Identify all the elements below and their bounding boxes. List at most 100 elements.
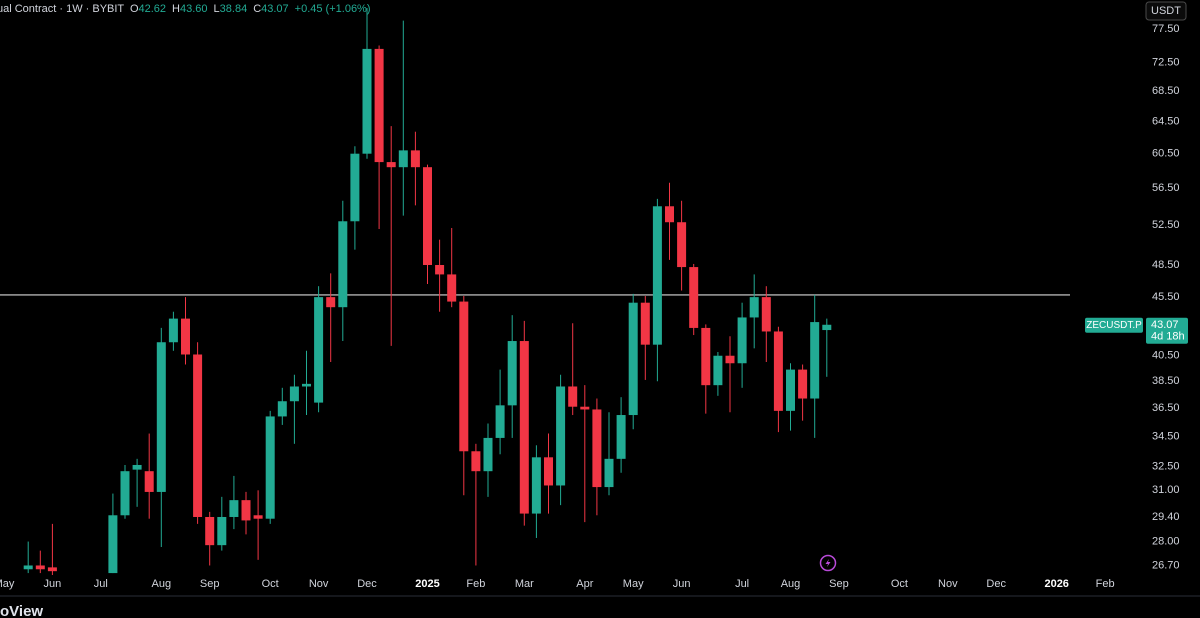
candle-body	[314, 297, 324, 403]
x-tick-label: May	[0, 578, 15, 590]
x-tick-label: Sep	[829, 578, 849, 590]
change: +0.45 (+1.06%)	[295, 3, 371, 15]
ohlc-key: C	[253, 3, 261, 15]
candle-body	[35, 565, 45, 570]
candle-body	[786, 369, 795, 411]
candle-body	[761, 297, 771, 332]
header-title: ual Contract · 1W · BYBIT	[0, 3, 124, 15]
x-tick-label: Oct	[262, 578, 279, 590]
x-tick-label: Feb	[466, 578, 485, 590]
candle-body	[398, 150, 408, 168]
event-icon[interactable]	[819, 554, 837, 572]
y-tick-label: 72.50	[1152, 57, 1180, 69]
x-tick-label: Oct	[891, 578, 908, 590]
candle-body	[604, 458, 614, 488]
candle-body	[798, 369, 808, 399]
x-tick-label: Sep	[200, 578, 220, 590]
x-tick-label: Nov	[309, 578, 329, 590]
ohlc-value: 43.60	[180, 3, 208, 15]
ohlc-value: 43.07	[261, 3, 289, 15]
x-tick-label: Jul	[735, 578, 749, 590]
candle-body	[737, 317, 747, 364]
y-tick-label: 38.50	[1152, 375, 1180, 387]
candle-body	[362, 48, 372, 154]
currency-label[interactable]: USDT	[1151, 5, 1181, 17]
y-tick-label: 28.00	[1152, 535, 1180, 547]
last-price: 43.07	[1151, 319, 1179, 331]
candle-body	[374, 48, 384, 163]
candle-body	[168, 318, 178, 343]
candle-body	[386, 162, 396, 168]
currency-button[interactable]: USDT	[1145, 1, 1187, 21]
candle-body	[556, 386, 566, 486]
candle-body	[689, 267, 699, 328]
candle-body	[459, 301, 469, 452]
candle-body	[108, 515, 118, 574]
candle-body	[495, 405, 505, 438]
symbol-label-box	[1085, 317, 1143, 333]
candle-body	[144, 471, 154, 492]
x-tick-label: May	[623, 578, 644, 590]
candle-body	[132, 464, 142, 470]
x-tick-label: Feb	[1096, 578, 1115, 590]
y-tick-label: 60.50	[1152, 148, 1180, 160]
candle-body	[749, 297, 759, 318]
x-tick-label: Jun	[673, 578, 691, 590]
y-tick-label: 45.50	[1152, 291, 1180, 303]
candle-body	[568, 386, 578, 407]
candle-body	[181, 318, 190, 355]
brand: oView	[0, 603, 43, 618]
candle-body	[229, 500, 239, 517]
last-price-box	[1146, 317, 1188, 344]
candle-body	[471, 451, 481, 472]
candle-body	[725, 355, 735, 364]
ohlc-key: O	[130, 3, 139, 15]
candle-body	[580, 406, 590, 410]
y-tick-label: 77.50	[1152, 23, 1180, 35]
candle-body	[519, 341, 529, 514]
candle-body	[435, 264, 445, 275]
candle-body	[447, 274, 457, 302]
y-tick-label: 36.50	[1152, 402, 1180, 414]
candle-body	[338, 221, 348, 308]
x-tick-label: Mar	[515, 578, 534, 590]
candle-body	[350, 153, 360, 222]
y-tick-label: 52.50	[1152, 219, 1180, 231]
y-tick-label: 26.70	[1152, 559, 1180, 571]
candle-body	[665, 206, 674, 223]
candle-body	[302, 383, 311, 387]
y-tick-label: 29.40	[1152, 511, 1180, 523]
candle-body	[507, 341, 517, 406]
candle-body	[677, 222, 687, 268]
candle-body	[217, 516, 227, 546]
candle-body	[701, 327, 711, 386]
y-tick-label: 56.50	[1152, 182, 1180, 194]
candle-body	[628, 302, 638, 416]
candle-body	[289, 386, 299, 402]
candle-body	[277, 401, 287, 417]
candle-body	[410, 150, 420, 168]
ohlc-key: H	[172, 3, 180, 15]
y-tick-label: 40.50	[1152, 350, 1180, 362]
candle-body	[326, 297, 336, 308]
countdown: 4d 18h	[1151, 331, 1185, 343]
candle-body	[156, 342, 166, 492]
symbol-label: ZECUSDT.P	[1086, 320, 1142, 331]
x-tick-label: Dec	[357, 578, 377, 590]
x-tick-label: Jul	[94, 578, 108, 590]
x-tick-label: Apr	[576, 578, 593, 590]
candle-body	[652, 206, 662, 345]
ohlc-key: L	[214, 3, 220, 15]
candle-body	[713, 355, 723, 386]
candle-body	[423, 167, 432, 265]
x-tick-label: Nov	[938, 578, 958, 590]
x-tick-label: Aug	[781, 578, 801, 590]
header: ual Contract · 1W · BYBIT O42.62 H43.60 L38…	[0, 3, 371, 15]
candle-body	[810, 322, 820, 399]
candle-body	[47, 567, 57, 572]
candle-body	[531, 457, 541, 514]
candle-body	[544, 457, 553, 486]
candle-body	[120, 471, 130, 516]
candle-body	[23, 565, 33, 570]
